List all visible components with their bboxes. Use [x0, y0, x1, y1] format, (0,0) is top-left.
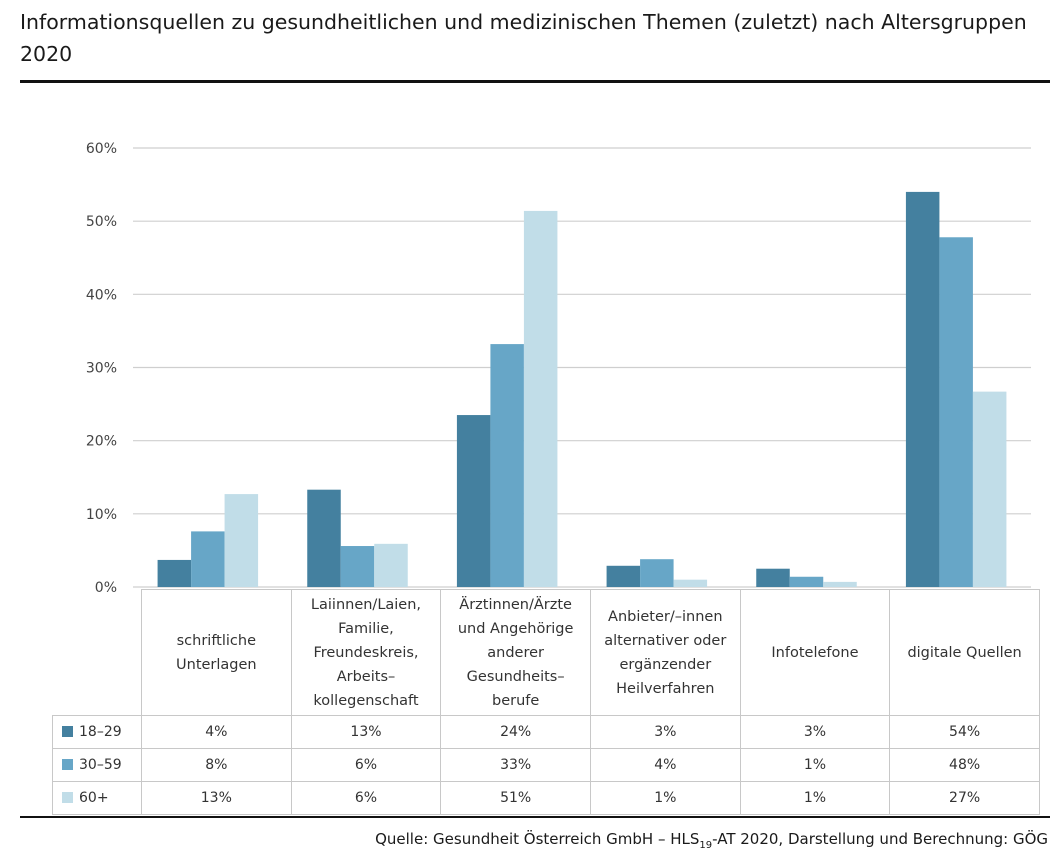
y-tick-label: 60% [86, 141, 117, 157]
table-cell: 13% [141, 781, 292, 815]
y-tick-label: 20% [86, 434, 117, 450]
table-cell: 3% [589, 715, 741, 749]
category-label: Ärztinnen/Ärzte und Angehörige anderer Gesu… [440, 589, 591, 716]
table-row: 18–29 4% 13% 24% 3% 3% 54% [52, 715, 1040, 749]
bar [789, 576, 824, 587]
bottom-rule [20, 816, 1050, 818]
table-cell: 48% [889, 748, 1040, 782]
bar [823, 581, 857, 587]
category-label: Anbieter/–innen alternativer oder ergänzen… [589, 589, 741, 716]
bar [673, 579, 708, 587]
legend-entry: 30–59 [52, 748, 142, 782]
legend-swatch [62, 759, 73, 770]
table-cell: 4% [141, 715, 292, 749]
bar [307, 489, 341, 587]
table-row: 60+ 13% 6% 51% 1% 1% 27% [52, 781, 1040, 815]
source-suffix: -AT 2020, Darstellung und Berechnung: GÖ… [712, 830, 1048, 848]
bar [340, 546, 375, 587]
category-label: schriftliche Unterlagen [141, 589, 292, 716]
bars [157, 191, 1007, 587]
bar [972, 391, 1007, 587]
legend-entry: 18–29 [52, 715, 142, 749]
table-cell: 54% [889, 715, 1040, 749]
table-cell: 8% [141, 748, 292, 782]
y-tick-label: 30% [86, 361, 117, 377]
legend-label: 18–29 [79, 724, 122, 740]
bar [905, 191, 940, 587]
table-corner [52, 589, 142, 716]
gridlines [133, 147, 1031, 588]
chart-title: Informationsquellen zu gesundheitlichen … [20, 10, 1027, 66]
category-label: Infotelefone [739, 589, 891, 716]
table-cell: 4% [589, 748, 741, 782]
table-cell: 24% [440, 715, 591, 749]
source-prefix: Quelle: Gesundheit Österreich GmbH – HLS [375, 830, 700, 848]
bar [640, 559, 674, 587]
y-axis-ticks: 0%10%20%30%40%50%60% [86, 141, 117, 596]
bar [606, 565, 641, 587]
table-cell: 1% [739, 781, 891, 815]
top-rule [20, 80, 1050, 83]
bar [756, 568, 790, 587]
table-cell: 13% [290, 715, 442, 749]
table-cell: 3% [739, 715, 891, 749]
table-cell: 27% [889, 781, 1040, 815]
category-label: digitale Quellen [889, 589, 1040, 716]
legend-swatch [62, 726, 73, 737]
legend-swatch [62, 792, 73, 803]
table-cell: 1% [589, 781, 741, 815]
category-label: Laiinnen/Laien, Familie, Freundeskreis, Arb… [290, 589, 442, 716]
bar-chart: 0%10%20%30%40%50%60% [86, 141, 1031, 596]
bar [191, 531, 225, 587]
y-tick-label: 10% [86, 507, 117, 523]
table-cell: 1% [739, 748, 891, 782]
table-cell: 33% [440, 748, 591, 782]
source-note: Quelle: Gesundheit Österreich GmbH – HLS… [375, 830, 1048, 851]
bar [490, 344, 524, 587]
bar [157, 559, 192, 587]
source-subscript: 19 [699, 840, 713, 851]
y-tick-label: 40% [86, 287, 117, 303]
table-cell: 51% [440, 781, 591, 815]
bar [456, 415, 491, 587]
legend-entry: 60+ [52, 781, 142, 815]
bar [374, 543, 408, 587]
bar [224, 494, 259, 587]
table-row: 30–59 8% 6% 33% 4% 1% 48% [52, 748, 1040, 782]
bar [939, 237, 973, 587]
data-table: schriftliche Unterlagen Laiinnen/Laien, Fam… [52, 589, 1040, 815]
legend-label: 30–59 [79, 757, 122, 773]
table-cell: 6% [290, 748, 442, 782]
y-tick-label: 50% [86, 214, 117, 230]
legend-label: 60+ [79, 790, 109, 806]
bar [523, 210, 558, 587]
table-cell: 6% [290, 781, 442, 815]
